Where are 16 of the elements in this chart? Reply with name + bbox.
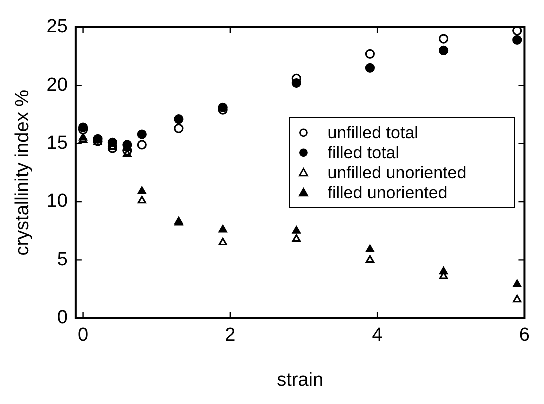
legend-label: unfilled total xyxy=(328,124,418,143)
y-tick-label: 10 xyxy=(46,191,68,212)
y-tick-label: 0 xyxy=(57,308,68,329)
y-tick-label: 25 xyxy=(46,16,68,38)
y-axis-title: crystallinity index % xyxy=(12,90,34,256)
x-axis-title: strain xyxy=(277,370,324,391)
legend-label: unfilled unoriented xyxy=(328,164,467,183)
y-tick-label: 20 xyxy=(46,74,68,96)
x-tick-label: 6 xyxy=(519,325,530,346)
x-tick-label: 4 xyxy=(372,325,384,346)
y-tick-label: 5 xyxy=(57,249,68,270)
legend-label: filled unoriented xyxy=(328,184,448,203)
x-tick-label: 0 xyxy=(78,325,89,346)
x-tick-label: 2 xyxy=(225,325,236,346)
legend-label: filled total xyxy=(328,144,400,163)
y-tick-label: 15 xyxy=(46,133,68,154)
